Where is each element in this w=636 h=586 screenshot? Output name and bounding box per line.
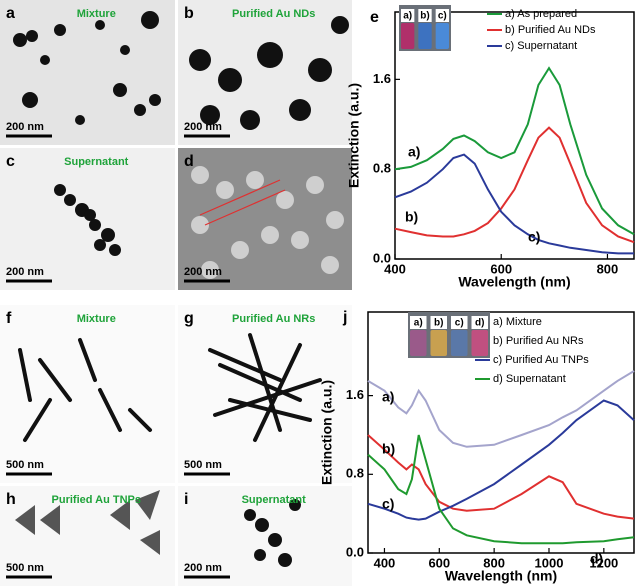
vial-label: b): [420, 11, 429, 22]
series-label: a): [382, 389, 394, 405]
panel-label: b: [184, 5, 194, 22]
y-axis-label: Extinction (a.u.): [319, 380, 335, 485]
panel-title: Mixture: [77, 8, 116, 20]
scale-label: 500 nm: [6, 459, 44, 471]
vial: [436, 23, 449, 49]
vial: [401, 23, 414, 49]
vial-label: a): [403, 11, 412, 22]
panel-label: h: [6, 491, 16, 508]
vial-label: c): [455, 318, 464, 329]
panel-label: e: [370, 9, 379, 26]
panel-title: Supernatant: [64, 156, 129, 168]
y-tick-label: 0.0: [373, 250, 391, 265]
x-tick-label: 400: [374, 555, 396, 570]
scale-label: 200 nm: [6, 266, 44, 278]
x-tick-label: 800: [597, 261, 619, 276]
series-label: c): [528, 229, 540, 245]
panel-label: d: [184, 153, 194, 170]
vial: [418, 23, 431, 49]
panel-label: c: [6, 153, 15, 170]
series-label: c): [382, 496, 394, 512]
series-label: b): [405, 209, 418, 225]
y-tick-label: 0.0: [346, 544, 364, 559]
figure: a Mixture 200 nm b Purified Au NDs 200 nm c Sup…: [0, 0, 636, 586]
panel-title: Supernatant: [242, 494, 307, 506]
vial: [410, 330, 427, 356]
scale-label: 500 nm: [6, 562, 44, 574]
scale-label: 200 nm: [184, 121, 222, 133]
y-tick-label: 1.6: [346, 387, 364, 402]
scale-label: 200 nm: [184, 562, 222, 574]
legend-label: a) Mixture: [493, 316, 542, 328]
panel-label: j: [342, 309, 347, 326]
legend-label: b) Purified Au NDs: [505, 24, 596, 36]
x-axis-label: Wavelength (nm): [445, 568, 557, 584]
scale-label: 500 nm: [184, 459, 222, 471]
series-label: d): [590, 551, 603, 567]
panel-label: a: [6, 5, 15, 22]
legend-label: b) Purified Au NRs: [493, 335, 584, 347]
legend-label: c) Supernatant: [505, 40, 577, 52]
legend-label: d) Supernatant: [493, 373, 566, 385]
vial-label: a): [414, 318, 423, 329]
vial-label: d): [475, 318, 484, 329]
y-tick-label: 0.8: [373, 161, 391, 176]
panel-label: i: [184, 491, 188, 508]
panel-title: Purified Au TNPs: [52, 494, 141, 506]
y-tick-label: 1.6: [373, 71, 391, 86]
scale-label: 200 nm: [184, 266, 222, 278]
vial: [431, 330, 448, 356]
panel-title: Mixture: [77, 313, 116, 325]
x-axis-label: Wavelength (nm): [458, 274, 570, 290]
panel-label: g: [184, 310, 194, 327]
series-label: a): [408, 144, 420, 160]
vial-label: c): [438, 11, 447, 22]
legend-label: a) As prepared: [505, 8, 577, 20]
vial-label: b): [434, 318, 443, 329]
panel-title: Purified Au NRs: [232, 313, 315, 325]
y-tick-label: 0.8: [346, 466, 364, 481]
y-axis-label: Extinction (a.u.): [346, 83, 362, 188]
scale-label: 200 nm: [6, 121, 44, 133]
legend-label: c) Purified Au TNPs: [493, 354, 589, 366]
panel-title: Purified Au NDs: [232, 8, 315, 20]
panel-label: f: [6, 310, 12, 327]
vial: [451, 330, 468, 356]
series-label: b): [382, 441, 395, 457]
vial: [472, 330, 489, 356]
